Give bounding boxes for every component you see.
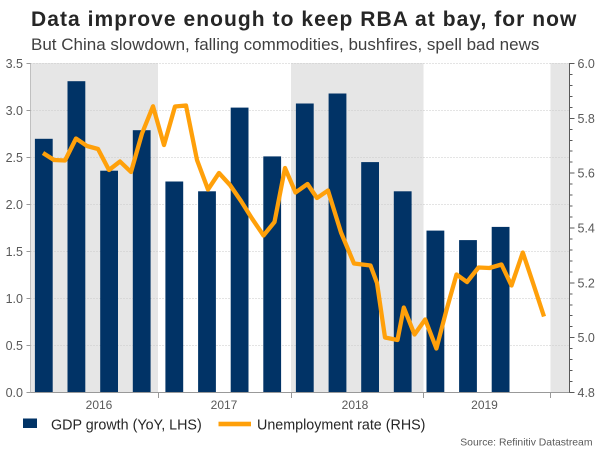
svg-text:3.5: 3.5 [6, 57, 23, 71]
svg-text:6.0: 6.0 [578, 57, 595, 71]
svg-text:5.2: 5.2 [578, 276, 595, 290]
svg-text:2.5: 2.5 [6, 151, 23, 165]
svg-text:But China slowdown, falling co: But China slowdown, falling commodities,… [31, 35, 539, 54]
svg-text:2016: 2016 [86, 398, 113, 412]
svg-text:Source: Refinitiv Datastream: Source: Refinitiv Datastream [460, 438, 592, 449]
svg-text:Unemployment rate (RHS): Unemployment rate (RHS) [257, 418, 425, 434]
svg-text:5.4: 5.4 [578, 222, 595, 236]
svg-text:1.0: 1.0 [6, 292, 23, 306]
svg-text:0.0: 0.0 [6, 386, 23, 400]
svg-text:5.8: 5.8 [578, 112, 595, 126]
svg-text:2.0: 2.0 [6, 198, 23, 212]
svg-text:2019: 2019 [471, 398, 498, 412]
svg-text:3.0: 3.0 [6, 104, 23, 118]
svg-text:1.5: 1.5 [6, 245, 23, 259]
svg-text:2017: 2017 [211, 398, 238, 412]
svg-text:Data improve enough to keep RB: Data improve enough to keep RBA at bay, … [31, 8, 577, 31]
svg-text:0.5: 0.5 [6, 339, 23, 353]
svg-text:5.0: 5.0 [578, 331, 595, 345]
svg-text:4.8: 4.8 [578, 386, 595, 400]
svg-text:2018: 2018 [342, 398, 369, 412]
svg-text:GDP growth (YoY, LHS): GDP growth (YoY, LHS) [51, 418, 202, 434]
svg-text:5.6: 5.6 [578, 167, 595, 181]
